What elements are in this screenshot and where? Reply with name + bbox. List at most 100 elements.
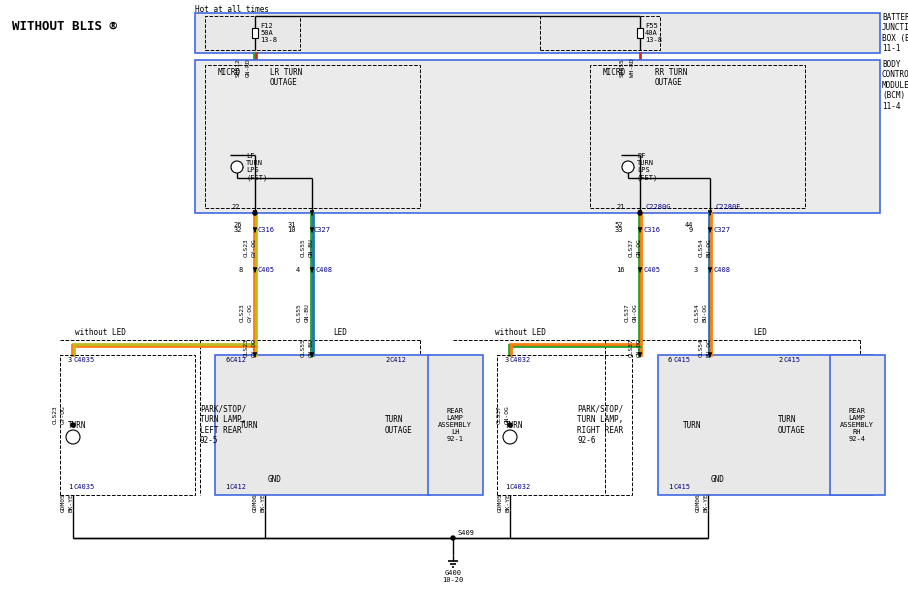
- Bar: [60, 355, 195, 495]
- Text: GY-OG: GY-OG: [252, 239, 256, 257]
- Text: C316: C316: [258, 227, 275, 233]
- Circle shape: [66, 430, 80, 444]
- Text: GND: GND: [268, 476, 282, 484]
- Bar: [205, 65, 420, 208]
- Text: S409: S409: [457, 530, 474, 536]
- Text: CLS37: CLS37: [628, 239, 634, 257]
- Text: C408: C408: [713, 267, 730, 273]
- Bar: [540, 16, 660, 50]
- Text: CLS23: CLS23: [243, 339, 249, 357]
- Text: C415: C415: [673, 357, 690, 363]
- Text: PARK/STOP/
TURN LAMP,
LEFT REAR
92-5: PARK/STOP/ TURN LAMP, LEFT REAR 92-5: [200, 405, 246, 445]
- Text: CLS55: CLS55: [301, 239, 305, 257]
- Text: CLS23: CLS23: [240, 304, 244, 322]
- Text: GDM05: GDM05: [498, 493, 502, 512]
- Text: without LED: without LED: [74, 328, 125, 337]
- Text: 3: 3: [694, 267, 698, 273]
- Circle shape: [231, 161, 243, 173]
- Text: REAR
LAMP
ASSEMBLY
RH
92-4: REAR LAMP ASSEMBLY RH 92-4: [840, 408, 874, 442]
- Bar: [637, 28, 643, 38]
- Text: 2: 2: [385, 357, 390, 363]
- Text: C4032: C4032: [510, 357, 531, 363]
- Circle shape: [71, 423, 75, 427]
- Text: SBB55: SBB55: [619, 59, 625, 77]
- Text: PARK/STOP/
TURN LAMP,
RIGHT REAR
92-6: PARK/STOP/ TURN LAMP, RIGHT REAR 92-6: [577, 405, 623, 445]
- Text: F55
40A
13-8: F55 40A 13-8: [645, 23, 662, 43]
- Text: GN-RD: GN-RD: [245, 59, 251, 77]
- Text: BK-YE: BK-YE: [704, 493, 708, 512]
- Text: Hot at all times: Hot at all times: [195, 5, 269, 14]
- Text: REAR
LAMP
ASSEMBLY
LH
92-1: REAR LAMP ASSEMBLY LH 92-1: [438, 408, 472, 442]
- Text: BODY
CONTROL
MODULE
(BCM)
11-4: BODY CONTROL MODULE (BCM) 11-4: [882, 60, 908, 110]
- Text: C4035: C4035: [73, 484, 94, 490]
- Text: CLS37: CLS37: [625, 304, 629, 322]
- Text: BK-YE: BK-YE: [261, 493, 265, 512]
- Text: 8: 8: [239, 267, 243, 273]
- Text: GND: GND: [711, 476, 725, 484]
- Text: 44: 44: [685, 222, 693, 228]
- Text: F12
50A
13-8: F12 50A 13-8: [260, 23, 277, 43]
- Text: TURN
OUTAGE: TURN OUTAGE: [778, 415, 805, 435]
- Text: GDM06: GDM06: [696, 493, 700, 512]
- Text: TURN
OUTAGE: TURN OUTAGE: [385, 415, 413, 435]
- Bar: [497, 355, 632, 495]
- Text: LR TURN
OUTAGE: LR TURN OUTAGE: [270, 68, 302, 87]
- Text: without LED: without LED: [495, 328, 546, 337]
- Text: 6: 6: [225, 357, 229, 363]
- Text: C415: C415: [783, 357, 800, 363]
- Text: WITHOUT BLIS ®: WITHOUT BLIS ®: [12, 20, 117, 33]
- Text: 6: 6: [668, 357, 672, 363]
- Text: GN-OG: GN-OG: [637, 339, 641, 357]
- Text: 2: 2: [778, 357, 783, 363]
- Text: SBB12: SBB12: [235, 59, 241, 77]
- Text: C412: C412: [390, 357, 407, 363]
- Text: BK-YE: BK-YE: [506, 493, 510, 512]
- Text: MICRO: MICRO: [603, 68, 627, 77]
- Text: C415: C415: [673, 484, 690, 490]
- Bar: [590, 65, 805, 208]
- Text: C408: C408: [315, 267, 332, 273]
- Text: BU-OG: BU-OG: [706, 339, 712, 357]
- Text: CLS54: CLS54: [698, 239, 704, 257]
- Text: BU-OG: BU-OG: [706, 239, 712, 257]
- Bar: [195, 13, 880, 53]
- Text: GN-OG: GN-OG: [505, 406, 509, 425]
- Text: LF
TURN
LPS
(FET): LF TURN LPS (FET): [246, 153, 267, 181]
- Bar: [252, 28, 258, 38]
- Text: CLS37: CLS37: [628, 339, 634, 357]
- Text: CLS54: CLS54: [695, 304, 699, 322]
- Text: 26: 26: [233, 222, 242, 228]
- Text: 2: 2: [508, 434, 512, 440]
- Circle shape: [638, 211, 642, 215]
- Text: 1: 1: [225, 484, 229, 490]
- Text: 52: 52: [615, 222, 623, 228]
- Text: 3: 3: [505, 357, 509, 363]
- Text: TURN: TURN: [240, 420, 259, 429]
- Text: 21: 21: [617, 204, 625, 210]
- Bar: [195, 60, 880, 213]
- Text: CLS54: CLS54: [698, 339, 704, 357]
- Text: 1: 1: [68, 484, 73, 490]
- Text: GDM05: GDM05: [61, 493, 65, 512]
- Text: GDM06: GDM06: [252, 493, 258, 512]
- Text: C316: C316: [643, 227, 660, 233]
- Text: 9: 9: [689, 227, 693, 233]
- Text: GN-BU: GN-BU: [309, 339, 313, 357]
- Text: C412: C412: [230, 357, 247, 363]
- Circle shape: [622, 161, 634, 173]
- Text: C327: C327: [714, 227, 731, 233]
- Text: CLS37: CLS37: [497, 406, 501, 425]
- Text: 31: 31: [288, 222, 296, 228]
- Text: MICRO: MICRO: [218, 68, 242, 77]
- Text: 3: 3: [68, 357, 73, 363]
- Text: C405: C405: [643, 267, 660, 273]
- Text: C327: C327: [314, 227, 331, 233]
- Text: GN-OG: GN-OG: [637, 239, 641, 257]
- Text: C2280G: C2280G: [645, 204, 670, 210]
- Text: TURN: TURN: [68, 420, 86, 429]
- Text: C405: C405: [258, 267, 275, 273]
- Text: WH-RD: WH-RD: [629, 59, 635, 77]
- Bar: [658, 355, 873, 495]
- Circle shape: [253, 211, 257, 215]
- Text: RF
TURN
LPS
(FET): RF TURN LPS (FET): [637, 153, 658, 181]
